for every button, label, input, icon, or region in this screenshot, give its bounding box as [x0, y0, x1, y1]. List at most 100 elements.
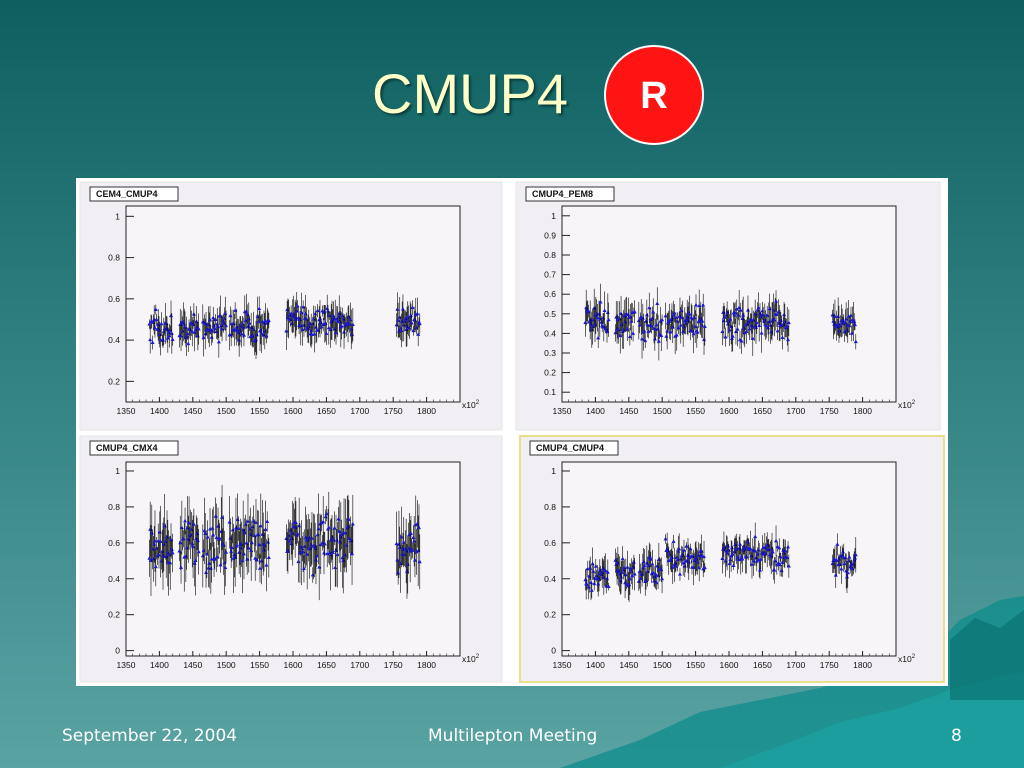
data-point: [204, 551, 209, 556]
data-point: [241, 551, 246, 556]
data-point: [293, 520, 298, 525]
data-point: [410, 305, 415, 310]
data-point: [650, 562, 655, 566]
data-point: [335, 552, 340, 557]
data-point: [730, 334, 735, 338]
data-point: [241, 333, 246, 337]
data-point: [153, 564, 158, 569]
data-point: [337, 529, 342, 533]
data-point: [605, 570, 610, 574]
data-point: [319, 520, 324, 525]
data-point: [631, 331, 636, 335]
data-point: [842, 561, 847, 566]
x-tick-label: 1450: [619, 406, 638, 416]
data-point: [702, 554, 707, 559]
data-point: [745, 545, 750, 549]
data-point: [848, 313, 853, 317]
y-tick-label: 0.8: [544, 502, 556, 512]
data-point: [335, 319, 340, 323]
data-point: [210, 328, 215, 333]
data-point: [399, 534, 404, 539]
data-point: [350, 522, 355, 526]
data-point: [655, 301, 660, 306]
data-point: [623, 572, 628, 577]
data-point: [619, 570, 624, 574]
data-point: [839, 566, 844, 571]
data-point: [191, 522, 196, 526]
data-point: [656, 339, 661, 343]
data-point: [318, 542, 323, 547]
data-point: [324, 331, 329, 336]
data-point: [642, 328, 647, 333]
data-point: [624, 581, 629, 586]
data-point: [330, 550, 335, 554]
data-point: [835, 542, 840, 546]
data-point: [737, 305, 742, 310]
data-point: [605, 329, 610, 334]
plot-2: CMUP4_PEM8 1350 1400 1450 1500 1550 1600 1650 17…: [515, 181, 941, 431]
data-point: [152, 325, 157, 330]
data-point: [739, 338, 744, 343]
data-point: [592, 581, 597, 586]
data-point: [753, 534, 758, 539]
data-point: [287, 538, 292, 543]
data-point: [240, 558, 245, 563]
data-point: [834, 558, 839, 563]
data-point: [395, 557, 400, 562]
data-point: [646, 329, 651, 333]
data-point: [832, 314, 837, 318]
data-point: [416, 525, 421, 530]
plot-title-box: [89, 186, 179, 202]
data-point: [220, 326, 225, 331]
data-point: [229, 545, 234, 550]
data-point: [415, 311, 420, 316]
y-tick-label: 0.8: [108, 253, 120, 263]
data-point: [236, 526, 241, 530]
x-multiplier-exponent: 2: [912, 654, 916, 660]
data-point: [187, 520, 192, 525]
data-point: [695, 330, 700, 334]
x-tick-label: 1750: [384, 660, 403, 670]
data-point: [852, 322, 857, 327]
data-point: [733, 329, 738, 334]
data-point: [260, 319, 265, 324]
data-point: [334, 330, 339, 335]
data-point: [774, 312, 779, 317]
data-point: [301, 566, 306, 571]
data-point: [295, 531, 300, 536]
y-tick-label: 0.2: [544, 368, 556, 378]
data-point: [213, 317, 218, 322]
data-point: [668, 329, 673, 334]
data-point: [764, 323, 769, 328]
data-point: [775, 328, 780, 333]
data-point: [150, 340, 155, 344]
data-point: [691, 331, 696, 336]
x-tick-label: 1400: [150, 660, 169, 670]
x-tick-label: 1650: [753, 406, 772, 416]
data-point: [653, 571, 658, 576]
x-tick-label: 1650: [753, 660, 772, 670]
plot-title: CEM4_CMUP4: [96, 189, 158, 199]
data-point: [258, 523, 263, 528]
data-point: [259, 331, 264, 335]
data-point: [684, 544, 689, 548]
x-tick-label: 1350: [117, 660, 136, 670]
data-point: [339, 323, 344, 328]
data-point: [211, 532, 216, 537]
data-point: [632, 309, 637, 314]
data-point: [667, 319, 672, 323]
y-tick-label: 0.8: [108, 502, 120, 512]
y-tick-label: 0.2: [544, 610, 556, 620]
data-point: [620, 556, 625, 561]
page-number: 8: [951, 726, 962, 746]
data-point: [159, 321, 164, 326]
data-point: [203, 531, 208, 535]
data-points: [147, 292, 422, 359]
data-point: [750, 336, 755, 340]
data-point: [702, 565, 707, 570]
plot-title-box: [525, 186, 615, 202]
data-points: [147, 484, 422, 601]
data-point: [417, 321, 422, 326]
data-point: [296, 559, 301, 564]
data-point: [786, 337, 791, 342]
